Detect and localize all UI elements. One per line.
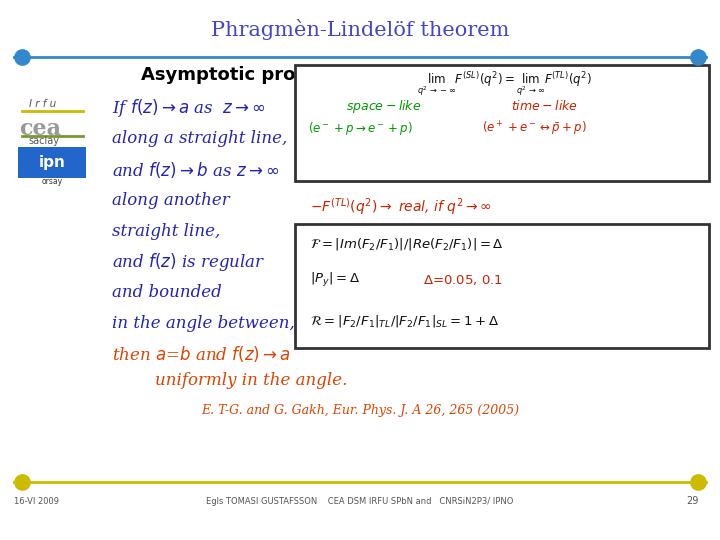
Text: $\Delta$=0.05, 0.1: $\Delta$=0.05, 0.1 [423, 273, 503, 287]
Text: Phragmèn-Lindelöf theorem: Phragmèn-Lindelöf theorem [211, 19, 509, 40]
Text: $\mathcal{F} = |Im(F_2/F_1)|/|Re(F_2/F_1)| = \Delta$: $\mathcal{F} = |Im(F_2/F_1)|/|Re(F_2/F_1… [310, 236, 503, 252]
Text: Asymptotic properties for analytical functions: Asymptotic properties for analytical fun… [141, 65, 608, 84]
Text: 16-VI 2009: 16-VI 2009 [14, 497, 59, 505]
Text: $(e^-+p\rightarrow e^-+p)$: $(e^-+p\rightarrow e^-+p)$ [308, 120, 413, 137]
Bar [18, 147, 86, 178]
Text: $(e^++e^-\leftrightarrow\bar{p}+p)$: $(e^++e^-\leftrightarrow\bar{p}+p)$ [482, 119, 588, 138]
Text: $\lim_{q^2\to-\infty} F^{(SL)}(q^2) = \lim_{q^2\to\infty} F^{(TL)}(q^2)$: $\lim_{q^2\to-\infty} F^{(SL)}(q^2) = \l… [417, 70, 591, 98]
Text: cea: cea [19, 118, 61, 139]
Text: $-F^{(TL)}(q^2) \rightarrow$ real, if $q^2 \rightarrow \infty$: $-F^{(TL)}(q^2) \rightarrow$ real, if $q… [310, 196, 492, 217]
Text: orsay: orsay [42, 178, 63, 186]
Text: saclay: saclay [29, 137, 60, 146]
Text: then $a$=$b$ and $f(z)\rightarrow a$: then $a$=$b$ and $f(z)\rightarrow a$ [112, 344, 290, 365]
Text: along another: along another [112, 192, 230, 209]
Text: uniformly in the angle.: uniformly in the angle. [155, 372, 347, 389]
Text: $time-like$: $time-like$ [511, 99, 578, 113]
Text: and bounded: and bounded [112, 284, 221, 301]
Text: straight line,: straight line, [112, 222, 220, 240]
Text: I r f u: I r f u [29, 99, 56, 109]
Text: and $f(z)$ is regular: and $f(z)$ is regular [112, 251, 265, 273]
Text: and $f(z)\rightarrow b$ as $z\rightarrow\infty$: and $f(z)\rightarrow b$ as $z\rightarrow… [112, 159, 279, 180]
Text: If $f(z)\rightarrow a$ as  $z\rightarrow\infty$: If $f(z)\rightarrow a$ as $z\rightarrow\… [112, 97, 266, 119]
Text: E. T-G. and G. Gakh, Eur. Phys. J. A 26, 265 (2005): E. T-G. and G. Gakh, Eur. Phys. J. A 26,… [201, 404, 519, 417]
Text: $\mathcal{R} = |F_2/F_1|_{TL}/|F_2/F_1|_{SL} = 1+\Delta$: $\mathcal{R} = |F_2/F_1|_{TL}/|F_2/F_1|_… [310, 313, 499, 329]
Text: Egls TOMASI GUSTAFSSON    CEA DSM IRFU SPbN and   CNRSiN2P3/ IPNO: Egls TOMASI GUSTAFSSON CEA DSM IRFU SPbN… [207, 497, 513, 505]
Text: along a straight line,: along a straight line, [112, 130, 287, 147]
Text: in the angle between,: in the angle between, [112, 315, 294, 332]
FancyBboxPatch shape [295, 65, 709, 181]
Text: $|P_y| = \Delta$: $|P_y| = \Delta$ [310, 271, 359, 289]
Text: $space-like$: $space-like$ [346, 98, 421, 115]
Text: 29: 29 [686, 496, 698, 506]
Text: ipn: ipn [39, 155, 66, 170]
FancyBboxPatch shape [295, 224, 709, 348]
